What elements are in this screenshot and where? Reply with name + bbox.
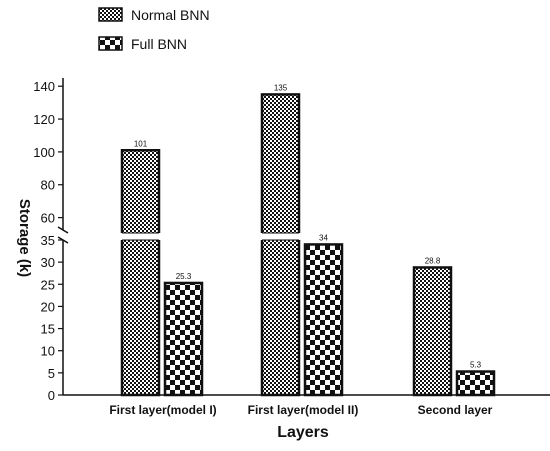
legend-swatch bbox=[98, 7, 123, 22]
bar bbox=[303, 243, 344, 397]
bar-value-label: 25.3 bbox=[176, 272, 192, 281]
bar-value-label: 28.8 bbox=[425, 256, 441, 265]
legend-label: Normal BNN bbox=[131, 7, 210, 23]
bar-break-gap bbox=[120, 233, 161, 240]
y-tick-label: 15 bbox=[41, 322, 55, 337]
bar-value-label: 5.3 bbox=[470, 361, 482, 370]
bar bbox=[260, 93, 301, 397]
y-tick-label: 100 bbox=[33, 145, 55, 160]
y-tick-label: 5 bbox=[48, 366, 55, 381]
x-tick-label: Second layer bbox=[418, 403, 493, 417]
y-tick-label: 60 bbox=[41, 211, 55, 226]
y-tick-label: 140 bbox=[33, 79, 55, 94]
bar bbox=[120, 149, 161, 397]
bar-break-gap bbox=[260, 233, 301, 240]
x-axis-title: Layers bbox=[277, 424, 329, 441]
axis-break-mark bbox=[57, 226, 69, 234]
bar bbox=[163, 281, 204, 397]
y-tick-label: 0 bbox=[48, 388, 55, 403]
x-tick-label: First layer(model II) bbox=[248, 403, 359, 417]
legend-label: Full BNN bbox=[131, 36, 187, 52]
bar bbox=[412, 266, 453, 397]
y-axis-title: Storage (k) bbox=[16, 199, 33, 277]
y-tick-label: 30 bbox=[41, 255, 55, 270]
y-tick-label: 80 bbox=[41, 178, 55, 193]
bar bbox=[455, 370, 496, 397]
y-tick-label: 120 bbox=[33, 112, 55, 127]
y-tick-label: 20 bbox=[41, 299, 55, 314]
bar-value-label: 34 bbox=[319, 233, 328, 242]
legend-swatch bbox=[98, 36, 123, 51]
y-tick-label: 25 bbox=[41, 277, 55, 292]
y-tick-label: 10 bbox=[41, 344, 55, 359]
x-tick-label: First layer(model I) bbox=[109, 403, 216, 417]
y-tick-label: 35 bbox=[41, 233, 55, 248]
bar-value-label: 101 bbox=[134, 139, 148, 148]
bar-value-label: 135 bbox=[274, 83, 288, 92]
